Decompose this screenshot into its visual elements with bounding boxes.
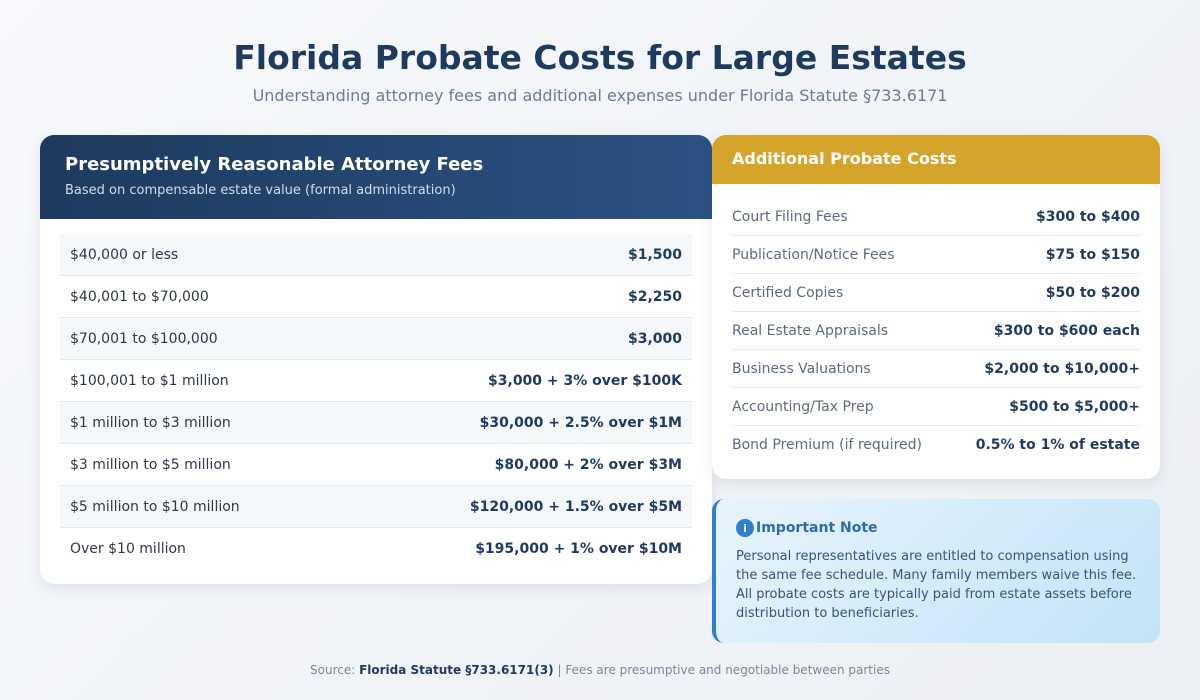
estate-range: $100,001 to $1 million [70, 372, 229, 389]
footer-prefix: Source: [310, 663, 360, 677]
fee-row: $5 million to $10 million $120,000 + 1.5%… [60, 486, 692, 528]
fee-amount: $80,000 + 2% over $3M [494, 456, 682, 473]
cost-label: Business Valuations [732, 360, 871, 377]
note-title: Important Note [756, 520, 878, 536]
additional-costs-card: Additional Probate Costs Court Filing Fe… [712, 135, 1160, 479]
estate-range: $5 million to $10 million [70, 498, 240, 515]
cost-value: 0.5% to 1% of estate [975, 437, 1140, 453]
cost-item: Accounting/Tax Prep $500 to $5,000+ [732, 388, 1140, 426]
cost-item: Business Valuations $2,000 to $10,000+ [732, 350, 1140, 388]
fee-row: $100,001 to $1 million $3,000 + 3% over $… [60, 360, 692, 402]
note-text: Personal representatives are entitled to… [736, 549, 1137, 621]
fee-amount: $3,000 [627, 330, 682, 347]
cost-item: Publication/Notice Fees $75 to $150 [732, 236, 1140, 274]
cost-value: $2,000 to $10,000+ [984, 360, 1140, 377]
attorney-fees-header: Presumptively Reasonable Attorney Fees B… [40, 135, 712, 219]
cost-item: Certified Copies $50 to $200 [732, 274, 1140, 312]
fee-table: $40,000 or less $1,500 $40,001 to $70,000 $… [40, 219, 712, 584]
fee-amount: $30,000 + 2.5% over $1M [479, 414, 682, 431]
footer-suffix: | Fees are presumptive and negotiable be… [553, 663, 890, 677]
page-subtitle: Understanding attorney fees and addition… [252, 86, 948, 105]
additional-costs-title: Additional Probate Costs [712, 135, 1160, 184]
fee-amount: $2,250 [627, 288, 682, 305]
cost-label: Court Filing Fees [732, 208, 848, 225]
attorney-fees-subtitle: Based on compensable estate value (forma… [65, 183, 456, 198]
fee-amount: $120,000 + 1.5% over $5M [469, 498, 682, 515]
attorney-fees-title: Presumptively Reasonable Attorney Fees [65, 154, 484, 175]
fee-row: $40,001 to $70,000 $2,250 [60, 276, 692, 318]
cost-value: $75 to $150 [1045, 246, 1140, 263]
fee-row: Over $10 million $195,000 + 1% over $10M [60, 528, 692, 570]
cost-list: Court Filing Fees $300 to $400 Publication… [712, 184, 1160, 478]
footer-source: Florida Statute §733.6171(3) [359, 663, 554, 677]
cost-label: Accounting/Tax Prep [732, 398, 874, 415]
estate-range: $40,000 or less [70, 246, 179, 263]
estate-range: $3 million to $5 million [70, 456, 231, 473]
cost-value: $300 to $600 each [993, 322, 1140, 339]
fee-amount: $1,500 [627, 246, 682, 263]
fee-row: $70,001 to $100,000 $3,000 [60, 318, 692, 360]
info-icon: i [736, 519, 754, 537]
cost-label: Publication/Notice Fees [732, 246, 895, 263]
estate-range: $1 million to $3 million [70, 414, 231, 431]
cost-value: $300 to $400 [1036, 208, 1140, 225]
fee-amount: $3,000 + 3% over $100K [488, 372, 682, 389]
estate-range: $70,001 to $100,000 [70, 330, 218, 347]
page-title: Florida Probate Costs for Large Estates [233, 38, 967, 77]
cost-value: $50 to $200 [1045, 284, 1140, 301]
cost-item: Bond Premium (if required) 0.5% to 1% of … [732, 426, 1140, 464]
fee-amount: $195,000 + 1% over $10M [475, 541, 682, 557]
footer: Source: Florida Statute §733.6171(3) | F… [0, 663, 1200, 677]
fee-row: $1 million to $3 million $30,000 + 2.5% o… [60, 402, 692, 444]
cost-item: Court Filing Fees $300 to $400 [732, 198, 1140, 236]
cost-value: $500 to $5,000+ [1009, 398, 1140, 415]
fee-row: $3 million to $5 million $80,000 + 2% ove… [60, 444, 692, 486]
estate-range: Over $10 million [70, 541, 186, 557]
cost-label: Certified Copies [732, 284, 844, 301]
cost-label: Real Estate Appraisals [732, 322, 889, 339]
attorney-fees-card: Presumptively Reasonable Attorney Fees B… [40, 135, 712, 584]
cost-item: Real Estate Appraisals $300 to $600 each [732, 312, 1140, 350]
estate-range: $40,001 to $70,000 [70, 288, 209, 305]
important-note: i Important Note Personal representatives… [712, 499, 1160, 643]
cost-label: Bond Premium (if required) [732, 437, 922, 453]
fee-row: $40,000 or less $1,500 [60, 234, 692, 276]
